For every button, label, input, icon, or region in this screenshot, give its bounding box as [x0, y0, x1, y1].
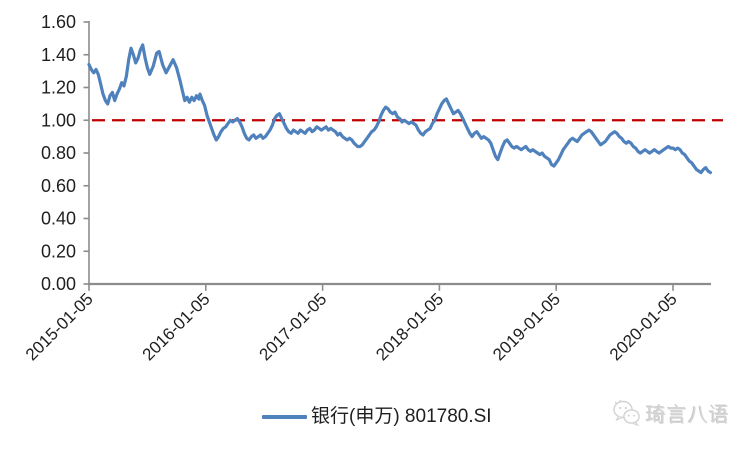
x-tick-label: 2017-01-05	[255, 289, 330, 364]
wechat-bubbles-icon	[613, 399, 640, 427]
x-tick-label: 2018-01-05	[372, 289, 447, 364]
legend-label: 银行(申万) 801780.SI	[311, 406, 492, 427]
y-tick-label: 1.00	[41, 110, 76, 130]
watermark-text: 琦言八语	[646, 404, 730, 427]
x-tick-label: 2020-01-05	[606, 289, 681, 364]
legend-line-swatch	[262, 415, 307, 419]
x-tick-label: 2015-01-05	[22, 289, 97, 364]
y-tick-label: 0.00	[41, 274, 76, 294]
y-tick-label: 0.20	[41, 241, 76, 261]
x-tick-label: 2016-01-05	[139, 289, 214, 364]
series-line	[87, 43, 713, 175]
x-tick-label: 2019-01-05	[489, 289, 564, 364]
y-tick-label: 0.40	[41, 209, 76, 229]
legend: 银行(申万) 801780.SI	[262, 405, 492, 429]
y-tick-label: 0.80	[41, 143, 76, 163]
x-axis: 2015-01-05 2016-01-05 2017-01-05 2018-01-05…	[22, 282, 711, 364]
y-tick-label: 1.20	[41, 78, 76, 98]
y-tick-label: 1.40	[41, 45, 76, 65]
y-tick-label: 0.60	[41, 176, 76, 196]
y-axis: 0.00 0.20 0.40 0.60 0.80 1.00 1.20 1.40 1.60	[41, 12, 90, 294]
series-line-group	[87, 43, 713, 175]
watermark: 琦言八语	[612, 398, 730, 428]
y-tick-label: 1.60	[41, 12, 76, 32]
